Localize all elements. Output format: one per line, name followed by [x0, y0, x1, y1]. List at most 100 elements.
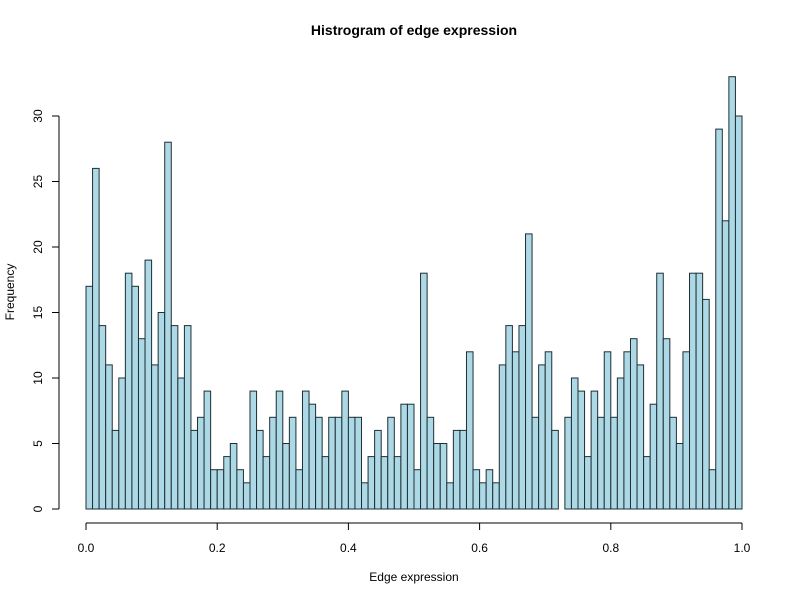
- histogram-bar: [584, 456, 592, 510]
- histogram-bar: [636, 364, 645, 510]
- histogram-bar: [197, 416, 205, 510]
- histogram-bar: [308, 403, 317, 510]
- x-tick-label: 0.2: [209, 541, 226, 555]
- histogram-bar: [518, 325, 527, 510]
- histogram-bar: [662, 338, 671, 510]
- chart-title: Histrogram of edge expression: [311, 22, 517, 38]
- histogram-bar: [426, 416, 435, 510]
- histogram-bar: [452, 429, 461, 510]
- histogram-bar: [721, 220, 730, 510]
- histogram-bar: [374, 429, 382, 510]
- histogram-bar: [577, 390, 586, 510]
- histogram-bar: [387, 416, 395, 510]
- y-axis-label: Frequency: [3, 264, 17, 321]
- histogram-bar: [643, 456, 651, 510]
- histogram-bar: [695, 272, 704, 510]
- histogram-bar: [85, 285, 94, 510]
- histogram-bar: [420, 272, 428, 510]
- histogram-bar: [439, 443, 448, 510]
- histogram-bar: [472, 469, 481, 510]
- histogram-bar: [433, 443, 441, 510]
- histogram-bar: [354, 416, 363, 510]
- x-tick-label: 0.6: [471, 541, 488, 555]
- histogram-bar: [505, 325, 513, 510]
- histogram-bar: [347, 416, 356, 510]
- histogram-bar: [511, 351, 520, 510]
- histogram-bar: [406, 403, 415, 510]
- histogram-bar: [210, 469, 218, 510]
- histogram-bar: [446, 482, 454, 510]
- histogram-bar: [137, 338, 146, 510]
- histogram-bar: [728, 76, 736, 510]
- histogram-bar: [498, 364, 507, 510]
- x-axis: 0.0 0.2 0.4 0.6 0.8 1.0: [78, 522, 751, 555]
- histogram-bar: [564, 416, 572, 510]
- y-tick-label: 25: [31, 175, 45, 189]
- histogram-bar: [734, 115, 743, 510]
- histogram-bar: [170, 325, 179, 510]
- histogram-bar: [603, 351, 612, 510]
- histogram-bar: [334, 416, 343, 510]
- histogram-bar: [485, 469, 494, 510]
- histogram-bar: [361, 482, 369, 510]
- histogram-bar: [538, 364, 546, 510]
- histogram-bar: [105, 364, 113, 510]
- histogram-bar: [328, 416, 336, 510]
- x-tick-label: 0.0: [78, 541, 95, 555]
- x-tick-label: 0.8: [602, 541, 619, 555]
- histogram-bar: [242, 482, 251, 510]
- histogram-bar: [551, 429, 559, 510]
- histogram-bar: [229, 443, 238, 510]
- histogram-bar: [708, 469, 717, 510]
- histogram-bar: [341, 390, 349, 510]
- histogram-bar: [544, 351, 553, 510]
- histogram-bar: [682, 351, 691, 510]
- histogram-bar: [702, 298, 710, 510]
- histogram-bar: [262, 456, 271, 510]
- histogram-bar: [295, 469, 303, 510]
- y-tick-label: 5: [31, 440, 45, 447]
- histogram-bar: [177, 377, 185, 510]
- histogram-bar: [492, 482, 500, 510]
- histogram-bar: [249, 390, 258, 510]
- histogram-bar: [301, 390, 310, 510]
- histogram-bar: [380, 456, 389, 510]
- histogram-bar: [223, 456, 231, 510]
- y-axis: 0 5 10 15 20 25 30: [31, 109, 60, 512]
- histogram-bar: [118, 377, 126, 510]
- histogram-bar: [689, 272, 697, 510]
- histogram-bar: [321, 456, 330, 510]
- histogram-bar: [157, 312, 166, 510]
- histogram-bar: [715, 128, 723, 510]
- histogram-bar: [124, 272, 133, 510]
- histogram-bar: [531, 416, 540, 510]
- bars-group: [85, 76, 743, 510]
- histogram-bar: [393, 456, 402, 510]
- histogram-bar: [629, 338, 638, 510]
- histogram-bar: [649, 403, 658, 510]
- y-tick-label: 20: [31, 240, 45, 254]
- histogram-bar: [623, 351, 631, 510]
- histogram-bar: [400, 403, 408, 510]
- histogram-bar: [216, 469, 225, 510]
- histogram-bar: [616, 377, 625, 510]
- y-tick-label: 30: [31, 109, 45, 123]
- histogram-bar: [131, 285, 139, 510]
- histogram-bar: [183, 325, 192, 510]
- histogram-bar: [164, 141, 172, 510]
- histogram-bar: [269, 416, 277, 510]
- histogram-bar: [570, 377, 579, 510]
- histogram-bar: [367, 456, 376, 510]
- x-axis-label: Edge expression: [369, 570, 458, 584]
- x-tick-label: 1.0: [734, 541, 751, 555]
- histogram-bar: [479, 482, 487, 510]
- histogram-bar: [669, 416, 677, 510]
- y-tick-label: 15: [31, 306, 45, 320]
- histogram-bar: [315, 416, 323, 510]
- histogram-bar: [413, 469, 422, 510]
- histogram-bar: [203, 390, 212, 510]
- histogram-bar: [256, 429, 264, 510]
- histogram-bar: [525, 233, 533, 510]
- histogram-bar: [111, 429, 120, 510]
